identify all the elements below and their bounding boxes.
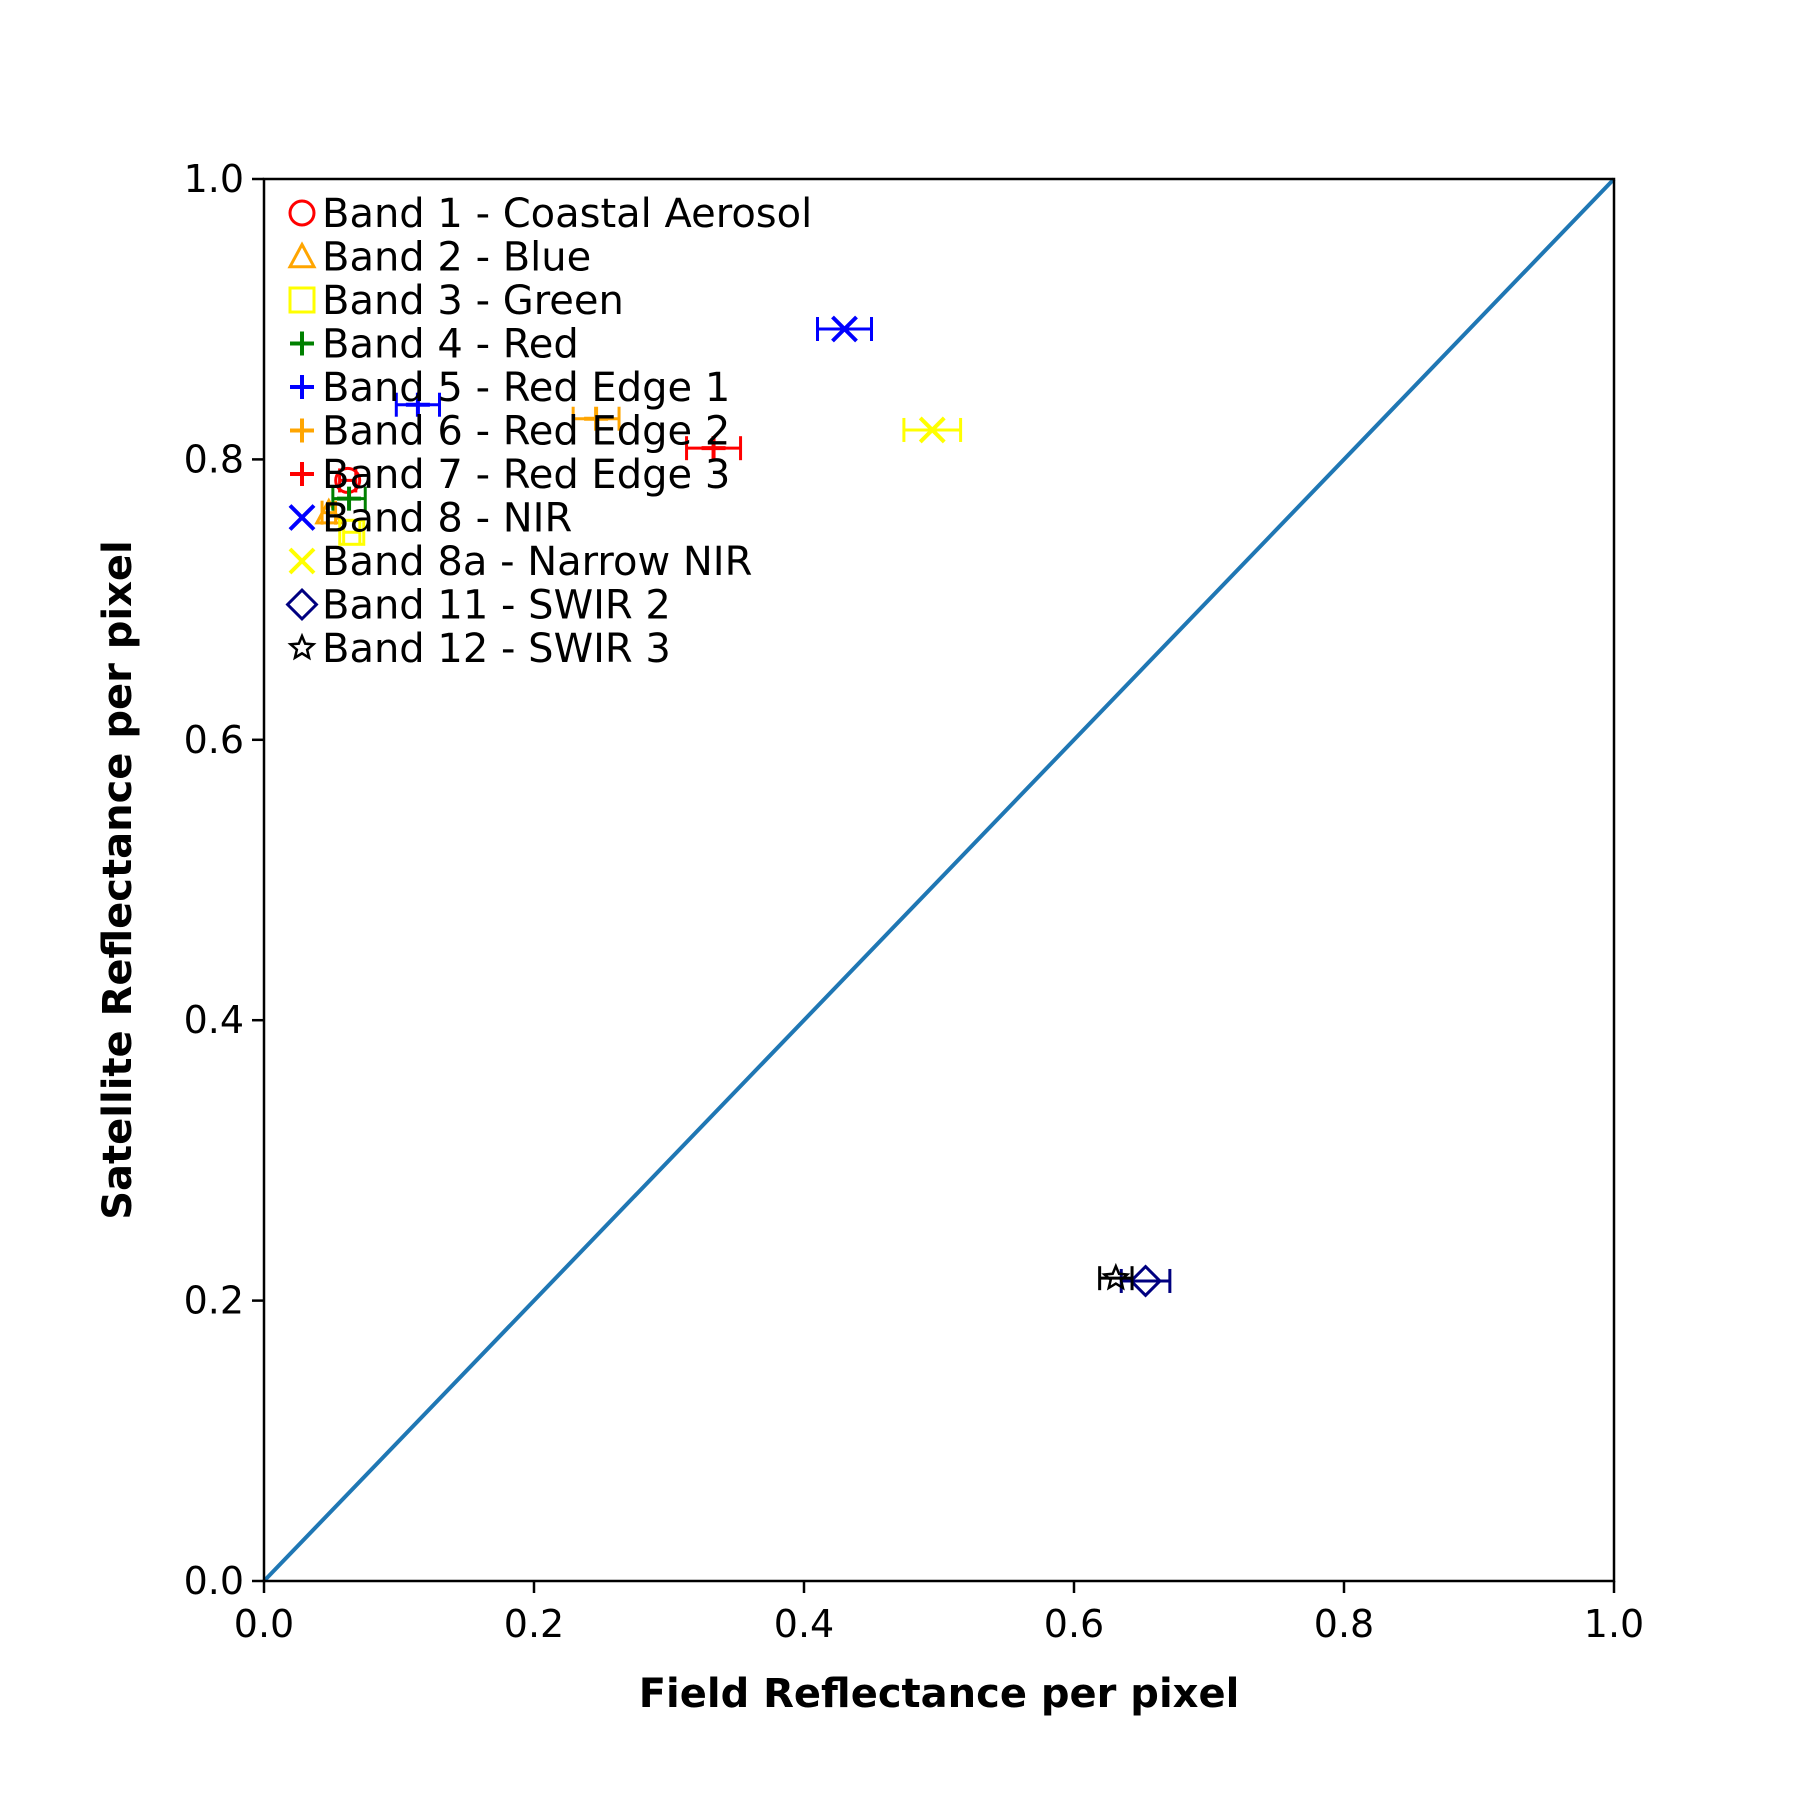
data-marker bbox=[337, 486, 362, 511]
y-axis-ticks: 0.0 0.2 0.4 0.6 0.8 1.0 bbox=[184, 157, 264, 1603]
legend-marker bbox=[288, 286, 316, 314]
one-to-one-line bbox=[262, 177, 1616, 1583]
legend-label: Band 8 - NIR bbox=[322, 496, 572, 542]
legend-label: Band 11 - SWIR 2 bbox=[322, 583, 671, 629]
data-point bbox=[314, 497, 344, 525]
y-tick-label: 0.2 bbox=[184, 1279, 244, 1323]
y-tick-label: 1.0 bbox=[184, 157, 244, 201]
x-tick-label: 0.6 bbox=[1044, 1602, 1104, 1646]
data-marker bbox=[405, 392, 430, 417]
data-point bbox=[394, 392, 441, 417]
x-tick-label: 0.8 bbox=[1314, 1602, 1374, 1646]
legend-label: Band 8a - Narrow NIR bbox=[322, 539, 752, 585]
legend-label: Band 1 - Coastal Aerosol bbox=[322, 191, 812, 237]
legend-entry: Band 2 - Blue bbox=[287, 235, 591, 281]
data-marker bbox=[584, 406, 609, 431]
data-marker bbox=[314, 497, 344, 525]
plot-frame bbox=[262, 177, 1616, 1583]
legend-entry: Band 6 - Red Edge 2 bbox=[290, 409, 730, 455]
data-marker bbox=[338, 518, 366, 546]
legend-marker bbox=[290, 418, 314, 443]
legend-entry: Band 11 - SWIR 2 bbox=[285, 583, 671, 629]
data-marker bbox=[1129, 1264, 1163, 1298]
x-tick-label: 0.0 bbox=[234, 1602, 294, 1646]
y-tick-label: 0.4 bbox=[184, 998, 244, 1042]
legend-entry: Band 3 - Green bbox=[288, 278, 624, 324]
x-tick-label: 1.0 bbox=[1584, 1602, 1644, 1646]
legend-entry: Band 1 - Coastal Aerosol bbox=[288, 191, 812, 237]
legend-label: Band 5 - Red Edge 1 bbox=[322, 365, 730, 411]
legend-marker bbox=[290, 331, 314, 356]
legend-entry: Band 8a - Narrow NIR bbox=[288, 539, 752, 585]
x-tick-label: 0.4 bbox=[774, 1602, 834, 1646]
data-point bbox=[685, 436, 743, 461]
legend-marker bbox=[285, 587, 319, 622]
legend-entry: Band 8 - NIR bbox=[288, 496, 572, 542]
y-tick-label: 0.0 bbox=[184, 1559, 244, 1603]
legend-marker bbox=[287, 241, 317, 269]
legend-marker bbox=[288, 547, 316, 575]
legend-label: Band 2 - Blue bbox=[322, 235, 591, 281]
data-points-layer bbox=[314, 315, 1172, 1298]
legend-entry: Band 7 - Red Edge 3 bbox=[290, 452, 730, 498]
legend-entry: Band 5 - Red Edge 1 bbox=[290, 365, 730, 411]
y-tick-label: 0.8 bbox=[184, 437, 244, 481]
x-tick-label: 0.2 bbox=[504, 1602, 564, 1646]
legend-marker bbox=[290, 375, 314, 399]
legend-entry: Band 4 - Red bbox=[290, 322, 579, 368]
data-point bbox=[331, 486, 367, 511]
legend-label: Band 6 - Red Edge 2 bbox=[322, 409, 730, 455]
x-axis-ticks: 0.0 0.2 0.4 0.6 0.8 1.0 bbox=[234, 1581, 1644, 1646]
legend-label: Band 7 - Red Edge 3 bbox=[322, 452, 730, 498]
data-point bbox=[338, 518, 366, 546]
legend-entry: Band 12 - SWIR 3 bbox=[287, 626, 671, 672]
data-marker bbox=[1101, 1262, 1131, 1291]
data-point bbox=[1098, 1262, 1134, 1291]
legend-marker bbox=[288, 504, 316, 531]
legend-marker bbox=[290, 462, 314, 486]
data-marker bbox=[918, 416, 946, 444]
legend-label: Band 12 - SWIR 3 bbox=[322, 626, 671, 672]
legend-marker bbox=[287, 632, 317, 661]
reference-line-layer bbox=[262, 177, 1616, 1583]
legend-label: Band 4 - Red bbox=[322, 322, 579, 368]
legend-label: Band 3 - Green bbox=[322, 278, 624, 324]
data-point bbox=[571, 406, 621, 431]
y-axis-label: Satellite Reflectance per pixel bbox=[95, 540, 141, 1220]
x-axis-label: Field Reflectance per pixel bbox=[639, 1671, 1240, 1717]
data-marker bbox=[701, 436, 726, 461]
legend-marker bbox=[288, 199, 316, 227]
data-point bbox=[816, 315, 873, 343]
data-point bbox=[902, 416, 963, 444]
y-tick-label: 0.6 bbox=[184, 718, 244, 762]
data-marker bbox=[831, 315, 858, 343]
